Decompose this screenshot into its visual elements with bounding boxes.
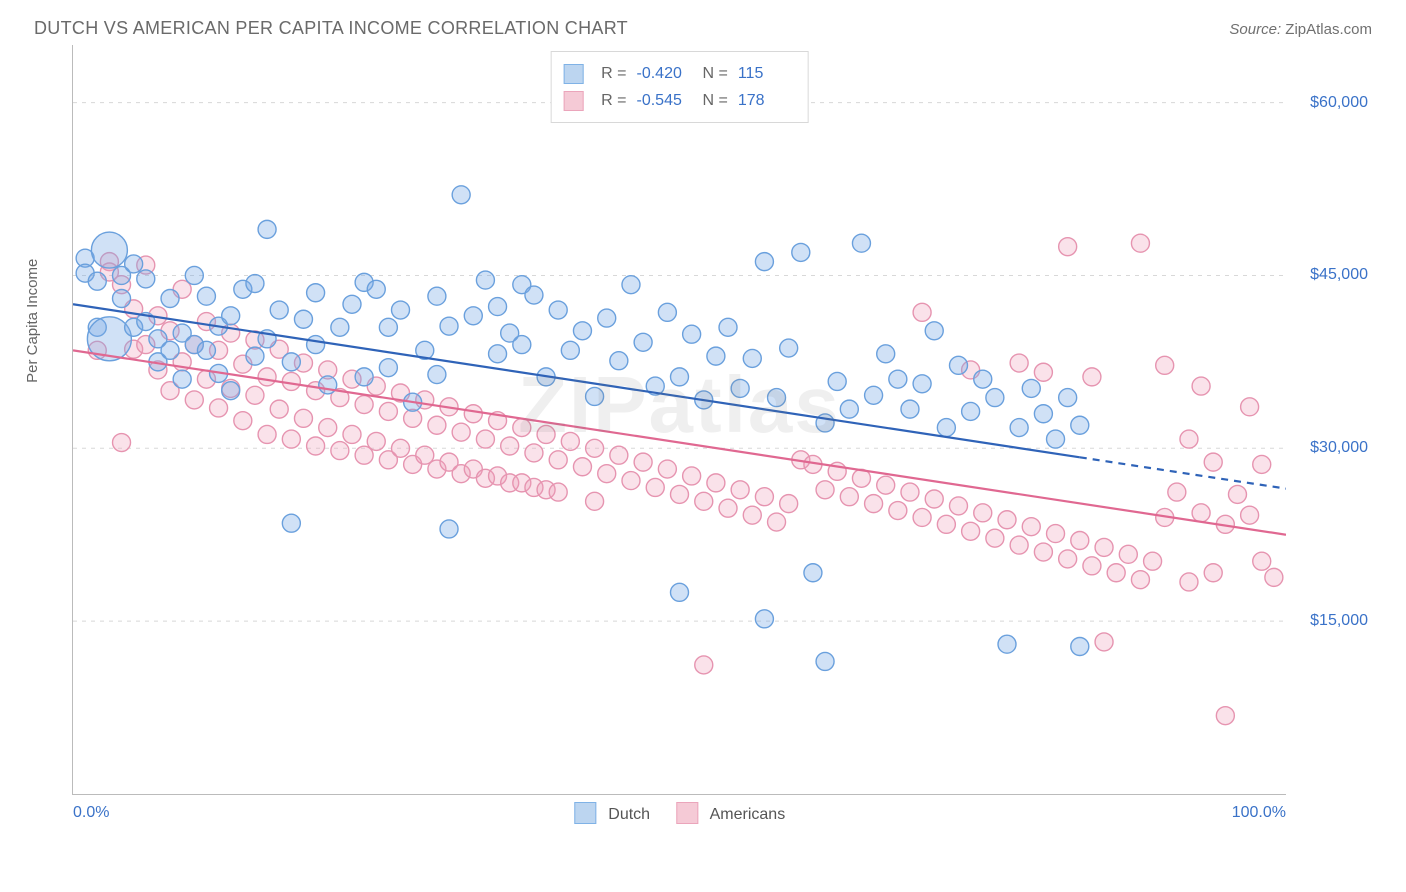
legend-swatch-americans — [676, 802, 698, 824]
stats-row-dutch: R = -0.420 N = 115 — [563, 60, 794, 87]
y-tick-label: $60,000 — [1292, 94, 1368, 112]
scatter-svg — [73, 45, 1286, 794]
legend-swatch-dutch — [574, 802, 596, 824]
chart-title: DUTCH VS AMERICAN PER CAPITA INCOME CORR… — [34, 18, 628, 39]
source-name: ZipAtlas.com — [1285, 21, 1372, 38]
chart-header: DUTCH VS AMERICAN PER CAPITA INCOME CORR… — [30, 18, 1376, 45]
legend-item-americans: Americans — [676, 802, 785, 824]
y-tick-label: $30,000 — [1292, 439, 1368, 457]
bottom-legend: Dutch Americans — [574, 802, 785, 824]
x-tick-max: 100.0% — [1232, 804, 1286, 822]
plot-outer: Per Capita Income ZIPatlas $15,000$30,00… — [30, 45, 1376, 845]
stats-n-americans: 178 — [738, 87, 794, 114]
stats-r-label: R = — [601, 60, 626, 87]
legend-label-americans: Americans — [710, 806, 786, 823]
chart-source: Source: ZipAtlas.com — [1229, 21, 1372, 38]
stats-n-label-2: N = — [703, 87, 728, 114]
y-tick-label: $15,000 — [1292, 612, 1368, 630]
stats-r-dutch: -0.420 — [637, 60, 693, 87]
stats-r-americans: -0.545 — [637, 87, 693, 114]
stats-swatch-americans — [563, 91, 583, 111]
stats-n-dutch: 115 — [738, 60, 794, 87]
source-label: Source: — [1229, 21, 1281, 38]
stats-r-label-2: R = — [601, 87, 626, 114]
plot-area: ZIPatlas $15,000$30,000$45,000$60,000 0.… — [72, 45, 1286, 795]
legend-label-dutch: Dutch — [608, 806, 650, 823]
stats-box: R = -0.420 N = 115 R = -0.545 N = 178 — [550, 51, 809, 123]
chart-container: DUTCH VS AMERICAN PER CAPITA INCOME CORR… — [0, 0, 1406, 892]
x-tick-min: 0.0% — [73, 804, 109, 822]
legend-item-dutch: Dutch — [574, 802, 650, 824]
stats-swatch-dutch — [563, 64, 583, 84]
stats-row-americans: R = -0.545 N = 178 — [563, 87, 794, 114]
y-tick-label: $45,000 — [1292, 266, 1368, 284]
stats-n-label: N = — [703, 60, 728, 87]
y-axis-label: Per Capita Income — [24, 259, 41, 383]
